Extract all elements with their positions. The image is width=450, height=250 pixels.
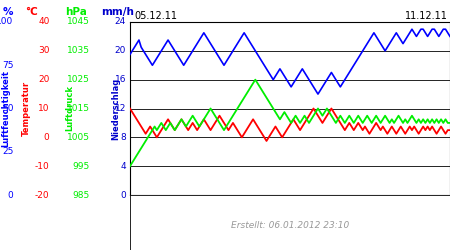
- Text: 1035: 1035: [67, 46, 90, 55]
- Text: 75: 75: [2, 61, 14, 70]
- Text: -20: -20: [35, 190, 50, 200]
- Text: 10: 10: [38, 104, 50, 113]
- Text: 30: 30: [38, 46, 50, 55]
- Text: Niederschlag: Niederschlag: [112, 77, 121, 140]
- Text: 1005: 1005: [67, 133, 90, 142]
- Text: 1015: 1015: [67, 104, 90, 113]
- Text: mm/h: mm/h: [101, 7, 134, 17]
- Text: Luftfeuchtigkeit: Luftfeuchtigkeit: [1, 70, 10, 147]
- Text: Temperatur: Temperatur: [22, 81, 31, 136]
- Text: 0: 0: [44, 133, 50, 142]
- Text: 20: 20: [38, 75, 50, 84]
- Text: 24: 24: [115, 18, 126, 26]
- Text: 20: 20: [115, 46, 126, 55]
- Text: -10: -10: [35, 162, 50, 171]
- Text: 8: 8: [120, 133, 126, 142]
- Text: °C: °C: [25, 7, 37, 17]
- Text: 4: 4: [121, 162, 126, 171]
- Text: 11.12.11: 11.12.11: [405, 11, 448, 21]
- Text: 05.12.11: 05.12.11: [135, 11, 177, 21]
- Text: 995: 995: [73, 162, 90, 171]
- Text: Luftdruck: Luftdruck: [65, 86, 74, 132]
- Text: 50: 50: [2, 104, 14, 113]
- Text: %: %: [2, 7, 13, 17]
- Text: 100: 100: [0, 18, 14, 26]
- Text: Erstellt: 06.01.2012 23:10: Erstellt: 06.01.2012 23:10: [231, 221, 349, 230]
- Text: 1045: 1045: [67, 18, 90, 26]
- Text: hPa: hPa: [65, 7, 87, 17]
- Text: 12: 12: [115, 104, 126, 113]
- Text: 25: 25: [2, 147, 13, 156]
- Text: 985: 985: [73, 190, 90, 200]
- Text: 1025: 1025: [67, 75, 90, 84]
- Text: 40: 40: [38, 18, 50, 26]
- Text: 0: 0: [120, 190, 126, 200]
- Text: 16: 16: [114, 75, 126, 84]
- Text: 0: 0: [8, 190, 14, 200]
